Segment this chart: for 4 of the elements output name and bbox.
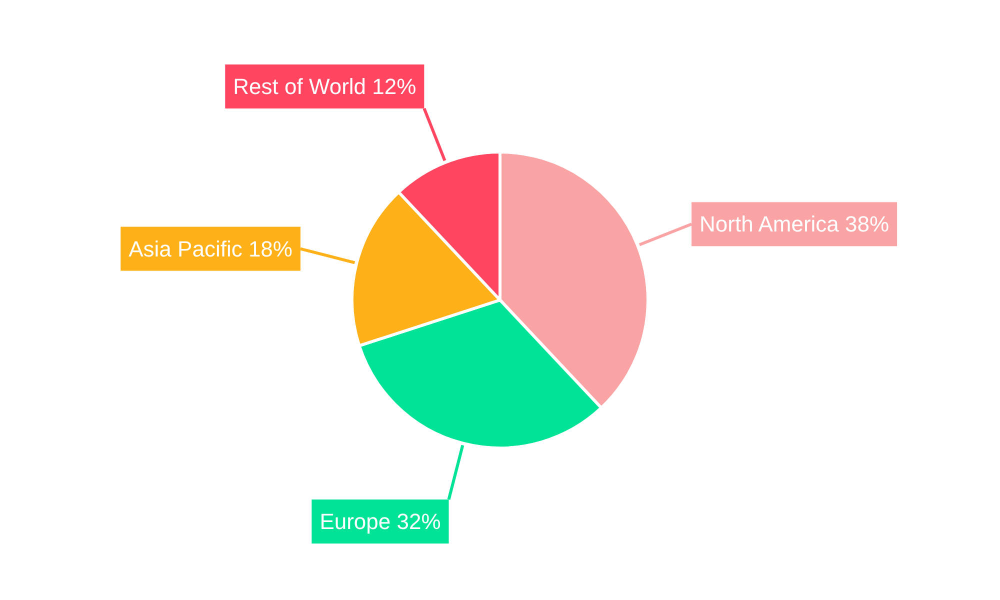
slice-label: Rest of World 12%	[233, 74, 416, 99]
slice-label: Asia Pacific 18%	[128, 236, 292, 262]
slice-label: North America 38%	[700, 212, 890, 237]
slice-label: Europe 32%	[320, 509, 441, 534]
